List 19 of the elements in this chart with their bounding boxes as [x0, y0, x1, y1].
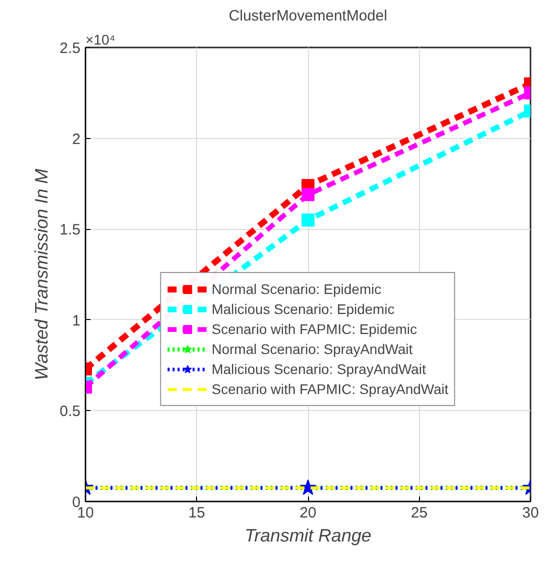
- legend-label: Malicious Scenario: SprayAndWait: [212, 360, 426, 378]
- x-tick-label: 25: [410, 504, 428, 522]
- legend-label: Malicious Scenario: Epidemic: [212, 300, 394, 318]
- legend-label: Scenario with FAPMIC: SprayAndWait: [212, 380, 448, 398]
- x-tick-label: 20: [300, 504, 316, 522]
- y-tick-label: 2.5: [60, 40, 81, 57]
- legend-label: Normal Scenario: Epidemic: [212, 280, 382, 298]
- legend-label: Normal Scenario: SprayAndWait: [212, 340, 413, 358]
- y-tick-label: 1.5: [60, 222, 81, 239]
- x-tick-label: 15: [188, 504, 206, 522]
- y-tick-label: 0.5: [60, 403, 81, 420]
- chart-title: ClusterMovementModel: [228, 8, 388, 24]
- x-tick-label: 30: [522, 504, 539, 522]
- y-tick-label: 2: [72, 130, 80, 148]
- y-axis-title: Wasted Transmission In M: [32, 168, 52, 380]
- y-tick-label: 1: [72, 312, 80, 330]
- x-axis-title: Transmit Range: [244, 526, 372, 546]
- legend-label: Scenario with FAPMIC: Epidemic: [212, 320, 418, 338]
- text: ×10⁴: [86, 32, 116, 48]
